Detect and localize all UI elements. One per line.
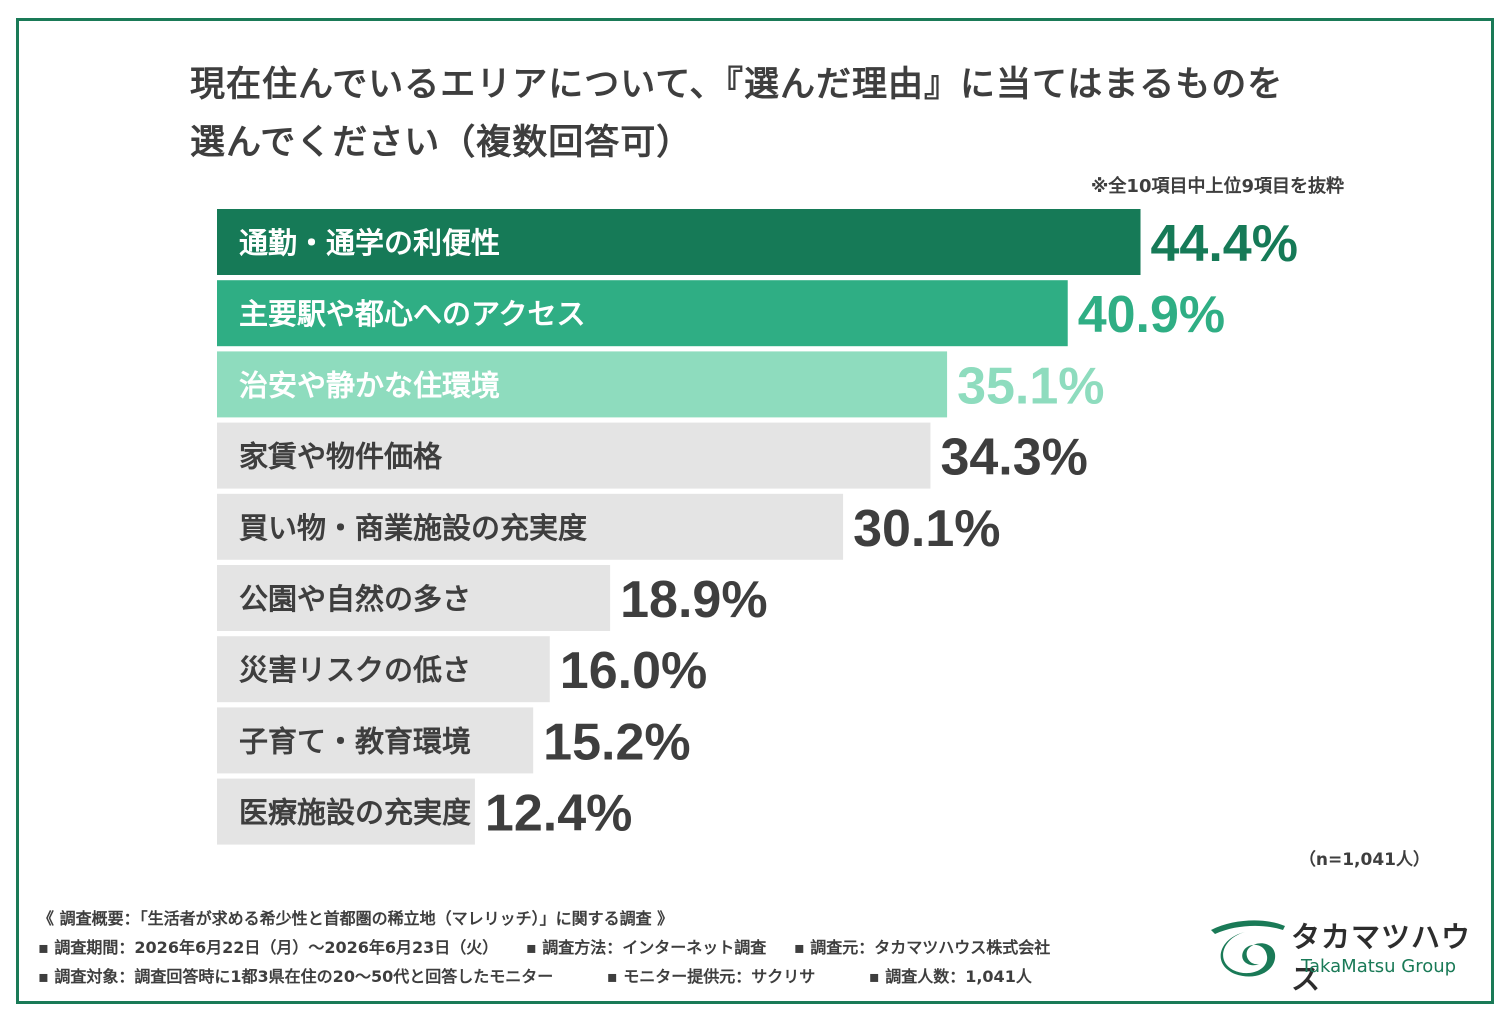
chart-title-line2: 選んでください（複数回答可） xyxy=(190,123,693,163)
bar-label-6: 公園や自然の多さ xyxy=(239,582,471,616)
bar-value-8: 15.2% xyxy=(543,713,690,771)
bar-9 xyxy=(217,778,475,845)
bar-value-9: 12.4% xyxy=(485,785,632,843)
bar-label-3: 治安や静かな住環境 xyxy=(239,368,500,402)
bar-5 xyxy=(217,493,844,560)
bar-label-8: 子育て・教育環境 xyxy=(239,724,471,758)
survey-period: ▪ 調査期間：2026年6月22日（月）～2026年6月23日（火） xyxy=(38,938,499,957)
logo-mark-icon xyxy=(1211,920,1285,977)
bar-3 xyxy=(217,351,948,418)
bar-1 xyxy=(217,209,1141,275)
survey-overview: 《 調査概要：「生活者が求める希少性と首都圏の稀立地（マレリッチ）」に関する調査… xyxy=(38,909,674,928)
survey-count: ▪ 調査人数：1,041人 xyxy=(868,967,1032,986)
bar-label-2: 主要駅や都心へのアクセス xyxy=(239,297,586,331)
survey-target: ▪ 調査対象：調査回答時に1都3県在住の20～50代と回答したモニター xyxy=(38,967,554,986)
bar-label-5: 買い物・商業施設の充実度 xyxy=(239,511,587,545)
bar-value-2: 40.9% xyxy=(1078,286,1225,344)
bar-label-7: 災害リスクの低さ xyxy=(239,653,471,687)
bar-value-7: 16.0% xyxy=(560,642,707,700)
footer-row-3: ▪ 調査対象：調査回答時に1都3県在住の20～50代と回答したモニター ▪ モニ… xyxy=(38,962,1188,991)
logo-name-jp: タカマツハウス xyxy=(1291,920,1472,996)
survey-provider: ▪ モニター提供元：サクリサ xyxy=(606,967,816,986)
footer-row-2: ▪ 調査期間：2026年6月22日（月）～2026年6月23日（火） ▪ 調査方… xyxy=(38,933,1188,962)
survey-method: ▪ 調査方法：インターネット調査 xyxy=(525,938,767,957)
bar-value-6: 18.9% xyxy=(620,571,767,629)
bar-value-1: 44.4% xyxy=(1151,215,1298,273)
chart-title: 現在住んでいるエリアについて、『選んだ理由』に当てはまるものを 選んでください（… xyxy=(190,56,1370,172)
footer-row-1: 《 調査概要：「生活者が求める希少性と首都圏の稀立地（マレリッチ）」に関する調査… xyxy=(38,904,1188,933)
bar-value-5: 30.1% xyxy=(853,500,1000,558)
bar-value-4: 34.3% xyxy=(940,429,1087,487)
bar-value-3: 35.1% xyxy=(957,357,1104,415)
bar-label-4: 家賃や物件価格 xyxy=(239,440,443,474)
company-logo: タカマツハウス TakaMatsu Group xyxy=(1205,912,1475,996)
survey-org: ▪ 調査元：タカマツハウス株式会社 xyxy=(793,938,1051,957)
bar-7 xyxy=(217,636,550,703)
items-note: ※全10項目中上位9項目を抜粋 xyxy=(1090,176,1344,197)
sample-size-note: （n=1,041人） xyxy=(1298,850,1430,870)
bar-label-9: 医療施設の充実度 xyxy=(239,796,471,830)
bar-8 xyxy=(217,707,534,774)
logo-name-en: TakaMatsu Group xyxy=(1301,956,1457,977)
bar-4 xyxy=(217,422,931,489)
chart-title-line1: 現在住んでいるエリアについて、『選んだ理由』に当てはまるものを xyxy=(190,65,1284,105)
bar-label-1: 通勤・通学の利便性 xyxy=(239,226,500,260)
bar-2 xyxy=(217,280,1068,347)
survey-footer: 《 調査概要：「生活者が求める希少性と首都圏の稀立地（マレリッチ）」に関する調査… xyxy=(38,904,1188,991)
bar-6 xyxy=(217,565,611,631)
